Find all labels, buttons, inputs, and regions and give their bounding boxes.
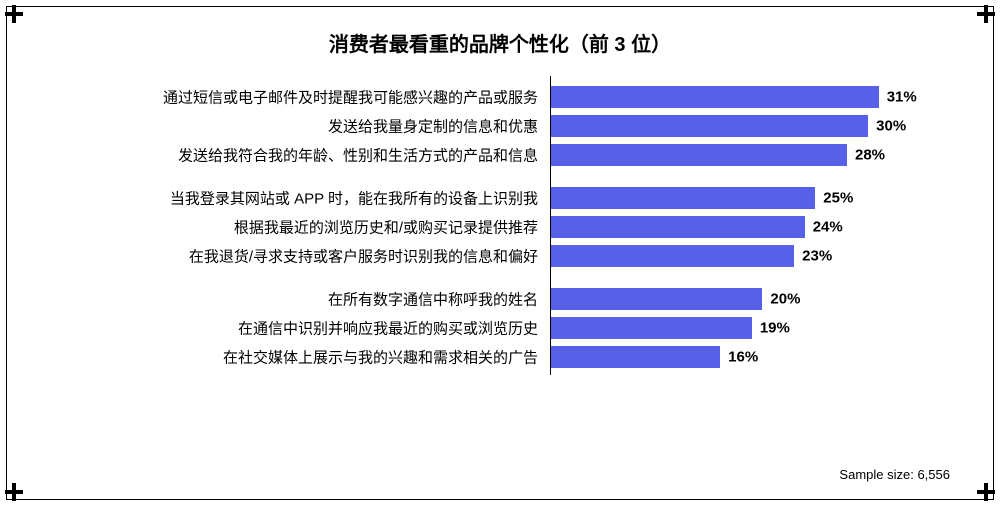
corner-mark-tr [977,5,995,23]
corner-mark-tl [5,5,23,23]
bar [551,216,805,238]
chart-row: 通过短信或电子邮件及时提醒我可能感兴趣的产品或服务 31% [60,82,960,111]
value-label: 20% [770,290,800,307]
bar [551,115,868,137]
corner-mark-br [977,483,995,501]
bar [551,245,794,267]
chart-title: 消费者最看重的品牌个性化（前 3 位） [0,28,1000,57]
category-label: 在所有数字通信中称呼我的姓名 [60,288,538,309]
category-label: 在我退货/寻求支持或客户服务时识别我的信息和偏好 [60,245,538,266]
bar [551,346,720,368]
value-label: 19% [760,319,790,336]
category-label: 在社交媒体上展示与我的兴趣和需求相关的广告 [60,346,538,367]
value-label: 30% [876,117,906,134]
category-label: 在通信中识别并响应我最近的购买或浏览历史 [60,317,538,338]
value-label: 28% [855,146,885,163]
chart-row: 发送给我符合我的年龄、性别和生活方式的产品和信息 28% [60,140,960,169]
value-label: 25% [823,189,853,206]
value-label: 31% [887,88,917,105]
bar [551,288,762,310]
value-label: 23% [802,247,832,264]
category-label: 发送给我符合我的年龄、性别和生活方式的产品和信息 [60,144,538,165]
chart-row: 当我登录其网站或 APP 时，能在我所有的设备上识别我 25% [60,183,960,212]
category-label: 发送给我量身定制的信息和优惠 [60,115,538,136]
bar [551,144,847,166]
chart-row: 在我退货/寻求支持或客户服务时识别我的信息和偏好 23% [60,241,960,270]
category-label: 当我登录其网站或 APP 时，能在我所有的设备上识别我 [60,187,538,208]
category-label: 根据我最近的浏览历史和/或购买记录提供推荐 [60,216,538,237]
chart-row: 在所有数字通信中称呼我的姓名 20% [60,284,960,313]
value-label: 24% [813,218,843,235]
chart-row: 在社交媒体上展示与我的兴趣和需求相关的广告 16% [60,342,960,371]
chart-row: 根据我最近的浏览历史和/或购买记录提供推荐 24% [60,212,960,241]
corner-mark-bl [5,483,23,501]
category-label: 通过短信或电子邮件及时提醒我可能感兴趣的产品或服务 [60,86,538,107]
value-label: 16% [728,348,758,365]
sample-size-footnote: Sample size: 6,556 [839,467,950,482]
bar [551,86,879,108]
chart-row: 发送给我量身定制的信息和优惠 30% [60,111,960,140]
bar-chart: 通过短信或电子邮件及时提醒我可能感兴趣的产品或服务 31% 发送给我量身定制的信息和… [60,82,960,448]
bar [551,187,815,209]
chart-row: 在通信中识别并响应我最近的购买或浏览历史 19% [60,313,960,342]
bar [551,317,752,339]
